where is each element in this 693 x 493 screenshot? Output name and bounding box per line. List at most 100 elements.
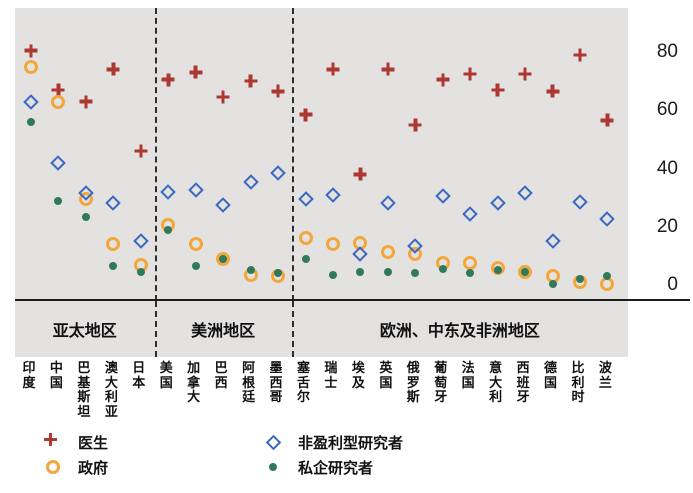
country-label: 塞舌尔 — [296, 360, 310, 404]
country-label: 瑞士 — [324, 360, 338, 390]
region-label: 美洲地区 — [191, 323, 256, 340]
country-label: 美国 — [159, 360, 173, 390]
private-researchers-point — [109, 262, 118, 271]
legend-label: 医生 — [78, 434, 109, 452]
doctors-point — [271, 84, 285, 98]
legend-label: 非盈利型研究者 — [298, 434, 404, 452]
country-label: 法国 — [461, 360, 475, 390]
government-point — [463, 256, 478, 271]
dot-icon — [269, 463, 277, 471]
private-researchers-point — [521, 267, 530, 276]
government-point — [325, 237, 340, 252]
government-point — [106, 237, 121, 252]
country-label: 巴西 — [214, 360, 228, 390]
country-label: 意大利 — [489, 360, 503, 404]
doctors-point — [299, 108, 312, 122]
region-divider — [154, 301, 157, 357]
legend-item-nonprofit-researchers: 非盈利型研究者 — [264, 430, 403, 454]
y-axis-tick: 20 — [656, 215, 678, 237]
country-label: 加拿大 — [187, 360, 201, 404]
doctors-point — [161, 73, 175, 87]
y-axis-tick: 40 — [656, 157, 678, 179]
government-point — [51, 94, 66, 109]
nonprofit-researchers-point — [434, 188, 451, 204]
nonprofit-researchers-point — [50, 154, 67, 171]
private-researchers-point — [27, 117, 35, 126]
nonprofit-researchers-point — [352, 246, 369, 263]
legend: 医生政府 非盈利型研究者 私企研究者 — [0, 428, 693, 488]
doctors-point — [216, 90, 230, 104]
private-researchers-point — [274, 269, 283, 278]
legend-label: 私企研究者 — [298, 459, 374, 477]
legend-item-private-researchers: 私企研究者 — [264, 455, 373, 479]
nonprofit-researchers-point — [462, 205, 478, 222]
government-point — [216, 251, 231, 266]
doctors-point — [244, 74, 258, 88]
plus-icon — [47, 436, 60, 449]
private-researchers-point — [438, 264, 447, 273]
private-researchers-point — [164, 225, 173, 234]
country-label: 阿根廷 — [242, 360, 256, 404]
nonprofit-researchers-point — [133, 233, 149, 250]
government-point — [518, 264, 533, 279]
government-point — [188, 237, 203, 252]
nonprofit-researchers-point — [599, 211, 616, 228]
legend-item-doctors: 医生 — [44, 430, 108, 454]
plot-area — [15, 8, 628, 301]
doctors-point — [134, 144, 148, 158]
nonprofit-researchers-point — [517, 185, 533, 202]
government-legend-icon — [44, 458, 62, 476]
nonprofit-researchers-point — [242, 173, 259, 190]
circle-icon — [46, 460, 60, 474]
nonprofit-researchers-legend-icon — [264, 433, 282, 451]
nonprofit-researchers-point — [489, 195, 506, 212]
country-label: 日本 — [132, 360, 146, 390]
doctors-point — [106, 62, 120, 76]
government-point — [380, 244, 395, 259]
doctors-point — [326, 62, 340, 76]
diamond-icon — [265, 434, 281, 450]
doctors-point — [189, 65, 203, 79]
doctors-point — [518, 67, 532, 81]
x-axis-line — [15, 298, 690, 301]
country-label: 巴基斯坦 — [77, 360, 91, 419]
y-axis-tick: 0 — [667, 274, 678, 295]
nonprofit-researchers-point — [187, 182, 204, 199]
private-researchers-point — [219, 254, 228, 263]
country-label: 埃及 — [351, 360, 365, 390]
private-researchers-point — [328, 270, 337, 279]
private-researchers-point — [136, 267, 145, 276]
country-label: 中国 — [49, 360, 63, 390]
private-researchers-point — [191, 262, 200, 271]
government-point — [78, 192, 93, 207]
nonprofit-researchers-point — [215, 197, 231, 213]
nonprofit-researchers-point — [380, 195, 396, 212]
doctors-point — [24, 44, 38, 58]
doctors-point — [573, 48, 587, 62]
private-researchers-legend-icon — [264, 458, 282, 476]
government-point — [353, 235, 368, 250]
private-researchers-point — [493, 266, 502, 275]
legend-item-government: 政府 — [44, 455, 108, 479]
private-researchers-point — [54, 196, 63, 205]
doctors-point — [353, 167, 367, 181]
country-label: 比利时 — [571, 360, 585, 404]
country-label: 西班牙 — [516, 360, 530, 404]
private-researchers-point — [356, 267, 365, 276]
doctors-point — [436, 73, 450, 87]
doctors-point — [491, 83, 505, 97]
country-label: 波兰 — [598, 360, 612, 390]
country-label: 葡萄牙 — [434, 360, 448, 404]
nonprofit-researchers-point — [572, 194, 588, 210]
doctors-point — [381, 62, 395, 76]
nonprofit-researchers-point — [105, 195, 122, 212]
region-divider — [154, 8, 157, 301]
country-label: 澳大利亚 — [104, 360, 118, 419]
private-researchers-point — [603, 272, 612, 281]
nonprofit-researchers-point — [325, 186, 341, 203]
nonprofit-researchers-point — [297, 191, 314, 207]
private-researchers-point — [81, 212, 90, 221]
region-divider — [291, 8, 294, 301]
country-label: 英国 — [379, 360, 393, 390]
